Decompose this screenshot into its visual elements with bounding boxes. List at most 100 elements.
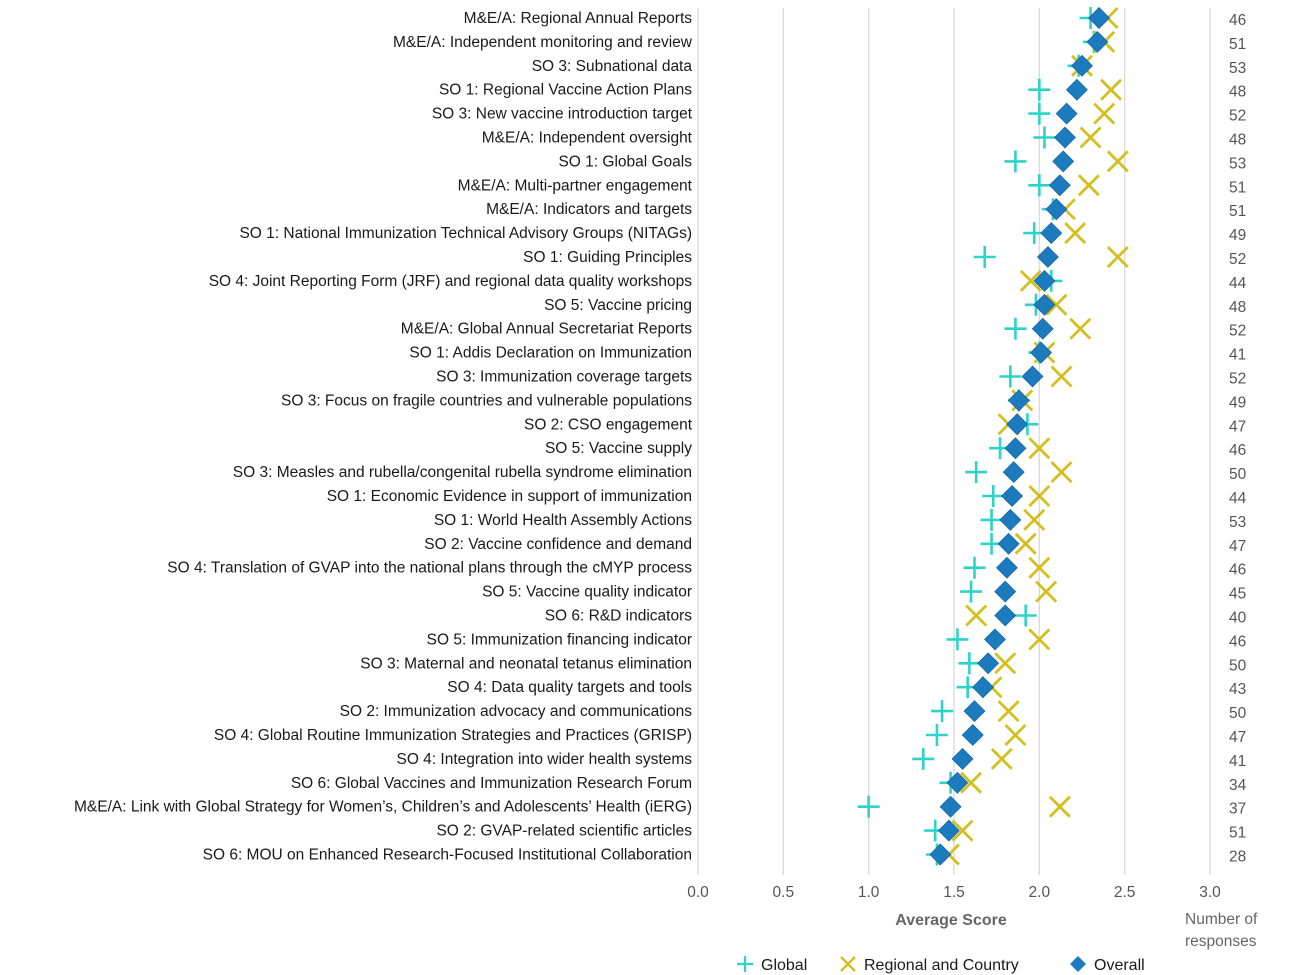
global-marker — [925, 724, 948, 746]
global-marker — [982, 485, 1005, 507]
response-count: 44 — [1229, 490, 1247, 507]
category-label: SO 3: Immunization coverage targets — [436, 369, 692, 386]
category-label: SO 2: Vaccine confidence and demand — [424, 536, 692, 553]
regional-country-marker — [1064, 222, 1087, 245]
overall-marker — [1045, 198, 1068, 221]
response-count: 37 — [1229, 801, 1246, 818]
regional-country-marker — [1069, 317, 1092, 340]
overall-marker — [963, 700, 986, 723]
response-count: 41 — [1229, 347, 1246, 364]
overall-marker — [929, 843, 952, 866]
response-count: 50 — [1229, 657, 1247, 674]
category-label: M&E/A: Global Annual Secretariat Reports — [401, 321, 692, 338]
global-marker — [931, 700, 954, 723]
response-count: 48 — [1229, 84, 1246, 101]
responses-label-line2: responses — [1185, 933, 1257, 950]
x-tick-label: 1.5 — [943, 884, 965, 901]
overall-marker — [1004, 437, 1027, 460]
overall-marker — [1021, 365, 1044, 388]
global-marker — [1014, 604, 1037, 627]
regional-country-marker — [1028, 556, 1051, 579]
category-label: SO 3: Maternal and neonatal tetanus elim… — [360, 655, 692, 672]
response-count: 49 — [1229, 227, 1246, 244]
category-label: SO 4: Data quality targets and tools — [447, 679, 692, 696]
response-count: 51 — [1229, 825, 1246, 842]
regional-country-marker — [994, 652, 1017, 675]
response-count: 53 — [1229, 514, 1246, 531]
response-count: 46 — [1229, 633, 1246, 650]
response-count: 48 — [1229, 299, 1246, 316]
overall-marker — [939, 795, 962, 818]
global-marker — [1028, 102, 1051, 125]
response-count: 52 — [1229, 251, 1246, 268]
category-label: SO 4: Integration into wider health syst… — [396, 751, 692, 768]
response-counts: 46 51 53 48 52 48 53 51 51 49 52 44 48 52 41 52 49 47 46 50… — [1229, 12, 1247, 866]
category-label: SO 1: Regional Vaccine Action Plans — [439, 82, 692, 99]
legend-global-marker — [737, 956, 753, 972]
response-count: 47 — [1229, 538, 1246, 555]
overall-marker — [995, 556, 1018, 579]
x-tick-label: 0.5 — [773, 884, 795, 901]
regional-country-marker — [1106, 246, 1129, 268]
regional-country-marker — [1050, 365, 1073, 388]
regional-country-marker — [1100, 78, 1122, 101]
global-marker — [973, 246, 996, 268]
category-label: SO 6: R&D indicators — [545, 608, 693, 625]
regional-country-marker — [1023, 508, 1046, 531]
global-marker — [980, 508, 1003, 531]
response-count: 52 — [1229, 323, 1246, 340]
legend-label: Regional and Country — [864, 957, 1019, 974]
response-count: 50 — [1229, 466, 1247, 483]
category-label: SO 1: Addis Declaration on Immunization — [409, 345, 692, 362]
overall-marker — [997, 532, 1020, 555]
category-label: SO 1: World Health Assembly Actions — [434, 512, 692, 529]
global-marker — [960, 580, 983, 603]
overall-marker — [1001, 485, 1023, 507]
overall-marker — [1055, 102, 1078, 125]
response-count: 51 — [1229, 179, 1246, 196]
regional-country-marker — [990, 747, 1013, 770]
vertical-gridlines — [697, 8, 1211, 875]
global-marker — [1028, 78, 1051, 101]
overall-marker — [1052, 150, 1075, 173]
response-count: 41 — [1229, 753, 1246, 770]
category-label: SO 3: Subnational data — [532, 58, 693, 75]
regional-country-marker — [960, 771, 983, 794]
overall-marker — [946, 771, 969, 794]
overall-marker — [994, 580, 1017, 603]
global-marker — [965, 461, 988, 484]
category-label: M&E/A: Indicators and targets — [486, 201, 692, 218]
global-marker — [999, 365, 1022, 388]
x-tick-label: 1.0 — [858, 884, 880, 901]
global-marker — [1033, 126, 1056, 149]
global-marker — [946, 628, 969, 651]
response-count: 47 — [1229, 418, 1246, 435]
regional-country-marker — [1028, 485, 1051, 507]
overall-marker — [1088, 7, 1110, 29]
category-label: M&E/A: Independent monitoring and review — [393, 34, 693, 51]
overall-marker — [1030, 341, 1052, 364]
category-label: SO 3: New vaccine introduction target — [432, 106, 693, 123]
response-count: 46 — [1229, 12, 1246, 29]
legend-regional-marker — [840, 956, 856, 972]
regional-country-marker — [997, 700, 1020, 723]
regional-country-marker — [951, 819, 974, 842]
regional-country-marker — [1050, 461, 1073, 484]
response-count: 51 — [1229, 203, 1246, 220]
response-count: 46 — [1229, 562, 1246, 579]
category-label: M&E/A: Multi-partner engagement — [458, 177, 693, 194]
regional-country-marker — [1004, 724, 1027, 746]
response-count: 49 — [1229, 394, 1246, 411]
overall-marker — [1086, 30, 1109, 53]
overall-marker — [972, 676, 994, 699]
responses-label-line1: Number of — [1185, 911, 1258, 928]
overall-marker — [1033, 293, 1056, 316]
category-label: SO 2: GVAP-related scientific articles — [436, 823, 692, 840]
data-markers — [857, 7, 1129, 866]
regional-country-marker — [1035, 580, 1058, 603]
legend-overall-marker — [1070, 956, 1086, 972]
overall-marker — [1065, 78, 1088, 101]
category-label: SO 1: Economic Evidence in support of im… — [327, 488, 692, 505]
overall-marker — [1036, 246, 1059, 268]
